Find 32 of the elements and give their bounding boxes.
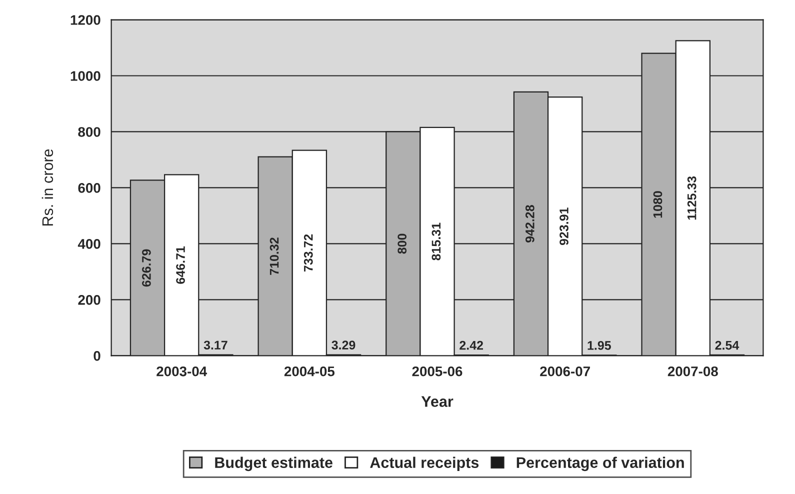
data-label: 1125.33 bbox=[687, 176, 696, 220]
data-label: 733.72 bbox=[304, 234, 313, 272]
data-label: 646.71 bbox=[176, 246, 185, 284]
data-label: 800 bbox=[398, 234, 407, 254]
x-tick-label: 2006-07 bbox=[540, 366, 590, 376]
y-axis-title: Rs. in crore bbox=[42, 149, 54, 226]
x-axis-title: Year bbox=[421, 396, 454, 407]
data-label: 710.32 bbox=[270, 238, 279, 275]
y-tick-label: 1200 bbox=[70, 15, 100, 25]
x-tick-label: 2007-08 bbox=[668, 366, 718, 376]
y-tick-label: 800 bbox=[78, 127, 100, 137]
y-tick-label: 0 bbox=[94, 351, 100, 361]
data-label: 815.31 bbox=[432, 222, 441, 260]
y-tick-label: 200 bbox=[78, 295, 100, 305]
legend-label: Percentage of variation bbox=[516, 456, 684, 472]
y-tick-label: 1000 bbox=[70, 71, 100, 81]
x-tick-label: 2005-06 bbox=[412, 366, 462, 376]
data-label: 3.29 bbox=[332, 340, 356, 350]
data-label: 626.79 bbox=[142, 249, 151, 287]
data-label: 3.17 bbox=[204, 340, 228, 350]
x-tick-label: 2003-04 bbox=[156, 366, 208, 376]
data-label: 1.95 bbox=[588, 341, 611, 350]
y-tick-label: 600 bbox=[78, 183, 100, 193]
legend-label: Actual receipts bbox=[370, 456, 479, 472]
data-label: 2.54 bbox=[715, 340, 740, 350]
data-label: 2.42 bbox=[460, 340, 483, 350]
legend-label: Budget estimate bbox=[215, 456, 332, 472]
y-tick-label: 400 bbox=[78, 239, 100, 249]
data-label: 942.28 bbox=[525, 205, 534, 242]
x-tick-label: 2004-05 bbox=[284, 366, 335, 376]
data-label: 1080 bbox=[653, 191, 662, 218]
data-label: 923.91 bbox=[560, 208, 568, 246]
